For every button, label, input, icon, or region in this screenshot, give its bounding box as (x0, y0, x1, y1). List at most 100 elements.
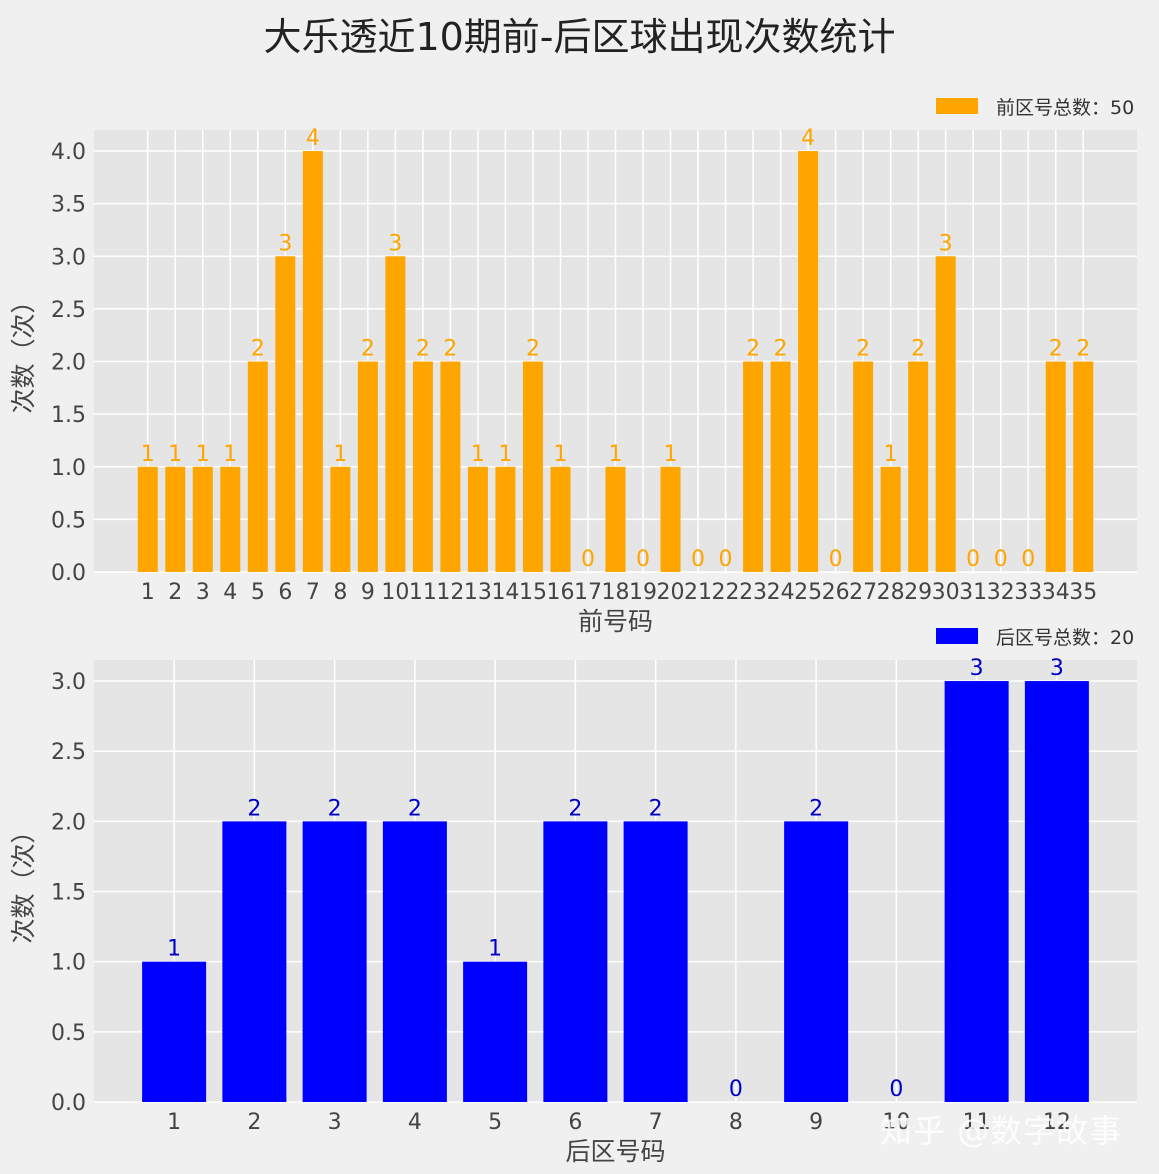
bar-value-label: 1 (167, 937, 181, 962)
watermark: 知乎 @数字故事 (880, 1112, 1123, 1150)
x-tick-label: 22 (712, 580, 740, 605)
bar (302, 821, 367, 1102)
bar-value-label: 0 (729, 1077, 743, 1102)
x-tick-label: 5 (488, 1110, 502, 1135)
x-tick-label: 16 (546, 580, 574, 605)
x-tick-label: 6 (278, 580, 292, 605)
y-tick-label: 0.0 (51, 1091, 86, 1116)
bar (495, 466, 516, 572)
y-tick-label: 2.0 (51, 351, 86, 376)
x-tick-label: 26 (822, 580, 850, 605)
x-tick-label: 33 (1014, 580, 1042, 605)
bar (192, 466, 213, 572)
bar-value-label: 2 (408, 796, 422, 821)
x-tick-label: 4 (408, 1110, 422, 1135)
x-tick-label: 17 (574, 580, 602, 605)
chart-title: 大乐透近10期前-后区球出现次数统计 (263, 15, 896, 59)
bar (382, 821, 447, 1102)
bar (743, 361, 764, 572)
x-tick-label: 2 (168, 580, 182, 605)
y-tick-label: 3.0 (51, 670, 86, 695)
x-tick-label: 9 (361, 580, 375, 605)
x-axis-label: 后区号码 (565, 1137, 665, 1166)
front-zone-chart: 0.00.51.01.52.02.53.03.54.01112131425364… (9, 97, 1137, 636)
bar-value-label: 1 (553, 442, 567, 467)
bar (142, 961, 207, 1102)
x-tick-label: 2 (247, 1110, 261, 1135)
bar-value-label: 0 (1021, 547, 1035, 572)
y-tick-label: 1.0 (51, 951, 86, 976)
bar-value-label: 1 (664, 442, 678, 467)
bar-value-label: 3 (939, 231, 953, 256)
bar-value-label: 1 (196, 442, 210, 467)
bar (935, 256, 956, 572)
bar-value-label: 2 (649, 796, 663, 821)
bar (543, 821, 608, 1102)
bar (137, 466, 158, 572)
x-tick-label: 30 (932, 580, 960, 605)
bar (1024, 681, 1089, 1102)
bar-value-label: 2 (774, 337, 788, 362)
x-tick-label: 21 (684, 580, 712, 605)
bar-value-label: 1 (471, 442, 485, 467)
bar-value-label: 3 (388, 231, 402, 256)
y-tick-label: 2.5 (51, 298, 86, 323)
x-tick-label: 7 (649, 1110, 663, 1135)
bar-value-label: 3 (970, 656, 984, 681)
x-tick-label: 10 (381, 580, 409, 605)
bar (522, 361, 543, 572)
y-tick-label: 0.5 (51, 508, 86, 533)
bar-value-label: 2 (746, 337, 760, 362)
bar-value-label: 1 (488, 937, 502, 962)
x-tick-label: 15 (519, 580, 547, 605)
bar (412, 361, 433, 572)
bar (467, 466, 488, 572)
y-tick-label: 0.5 (51, 1021, 86, 1046)
bar-value-label: 4 (801, 126, 815, 151)
bar-value-label: 1 (498, 442, 512, 467)
bar-value-label: 0 (889, 1077, 903, 1102)
x-tick-label: 18 (602, 580, 630, 605)
x-tick-label: 20 (657, 580, 685, 605)
x-tick-label: 11 (409, 580, 437, 605)
bar-value-label: 2 (856, 337, 870, 362)
bar (357, 361, 378, 572)
y-tick-label: 0.0 (51, 561, 86, 586)
x-tick-label: 29 (904, 580, 932, 605)
x-tick-label: 6 (568, 1110, 582, 1135)
bar-value-label: 3 (1050, 656, 1064, 681)
bar (385, 256, 406, 572)
x-tick-label: 19 (629, 580, 657, 605)
back-zone-chart: 0.00.51.01.52.02.53.01122232415262708290… (9, 627, 1137, 1166)
bar (1045, 361, 1066, 572)
bar-value-label: 1 (884, 442, 898, 467)
x-tick-label: 14 (491, 580, 519, 605)
bar-value-label: 0 (691, 547, 705, 572)
bar-value-label: 1 (223, 442, 237, 467)
x-tick-label: 32 (987, 580, 1015, 605)
x-tick-label: 4 (223, 580, 237, 605)
bar (1073, 361, 1094, 572)
x-tick-label: 5 (251, 580, 265, 605)
bar-value-label: 0 (581, 547, 595, 572)
bar (165, 466, 186, 572)
bar-value-label: 2 (443, 337, 457, 362)
x-tick-label: 7 (306, 580, 320, 605)
x-tick-label: 8 (729, 1110, 743, 1135)
bar (330, 466, 351, 572)
y-tick-label: 1.5 (51, 881, 86, 906)
legend-swatch (936, 98, 978, 114)
bar (275, 256, 296, 572)
bar (853, 361, 874, 572)
bar (908, 361, 929, 572)
bar-value-label: 0 (719, 547, 733, 572)
x-tick-label: 8 (333, 580, 347, 605)
y-tick-label: 3.0 (51, 245, 86, 270)
x-tick-label: 13 (464, 580, 492, 605)
bar-value-label: 2 (526, 337, 540, 362)
y-tick-label: 4.0 (51, 140, 86, 165)
bar (605, 466, 626, 572)
bar (550, 466, 571, 572)
bar (770, 361, 791, 572)
